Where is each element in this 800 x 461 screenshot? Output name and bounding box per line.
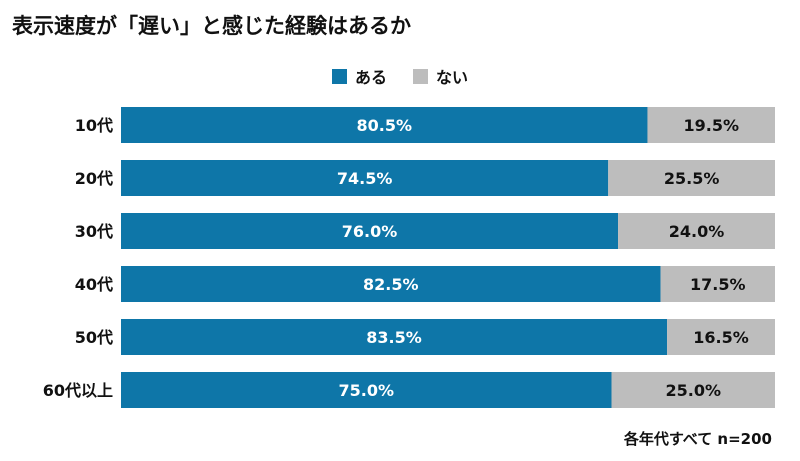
data-label-nai: 25.0% xyxy=(665,381,721,400)
category-label: 60代以上 xyxy=(43,381,113,400)
bar-segment-nai xyxy=(647,107,775,143)
sample-size-note: 各年代すべて n=200 xyxy=(623,430,772,448)
bar-segment-aru xyxy=(121,319,668,355)
legend-item-nai: ない xyxy=(413,64,468,88)
bar-segment-nai xyxy=(608,160,775,196)
data-label-aru: 75.0% xyxy=(338,381,394,400)
legend-swatch-aru xyxy=(331,68,347,84)
bar-segment-nai xyxy=(618,213,775,249)
category-label: 20代 xyxy=(75,169,113,188)
bar-segment-aru xyxy=(121,266,661,302)
data-label-nai: 24.0% xyxy=(669,222,725,241)
data-label-nai: 19.5% xyxy=(683,116,739,135)
data-label-aru: 76.0% xyxy=(342,222,398,241)
category-label: 50代 xyxy=(75,328,113,347)
bar-segment-nai xyxy=(660,266,775,302)
legend-label-nai: ない xyxy=(436,68,469,87)
data-label-aru: 74.5% xyxy=(337,169,393,188)
bar-segment-aru xyxy=(121,372,612,408)
legend-swatch-nai xyxy=(413,68,428,84)
data-label-nai: 17.5% xyxy=(690,275,746,294)
chart-legend: ある ない xyxy=(0,64,800,88)
category-label: 30代 xyxy=(75,222,113,241)
data-label-aru: 80.5% xyxy=(356,116,412,135)
bar-segment-aru xyxy=(121,160,609,196)
bar-segment-nai xyxy=(667,319,775,355)
chart-title: 表示速度が「遅い」と感じた経験はあるか xyxy=(12,14,411,38)
legend-item-aru: ある xyxy=(331,64,387,88)
data-label-nai: 16.5% xyxy=(693,328,749,347)
data-label-nai: 25.5% xyxy=(664,169,720,188)
data-label-aru: 82.5% xyxy=(363,275,419,294)
category-label: 40代 xyxy=(75,275,113,294)
data-label-aru: 83.5% xyxy=(366,328,422,347)
category-label: 10代 xyxy=(75,116,113,135)
bar-segment-nai xyxy=(611,372,775,408)
bar-segment-aru xyxy=(121,107,648,143)
bar-segment-aru xyxy=(121,213,619,249)
legend-label-aru: ある xyxy=(354,68,387,87)
